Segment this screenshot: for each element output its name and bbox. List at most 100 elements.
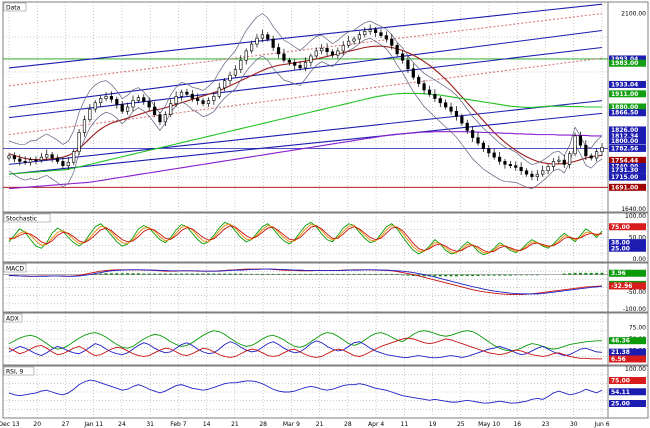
price-tag-label: 1933.04 [611,81,638,88]
series-line-stoch-green [8,221,603,256]
price-tag [609,173,646,181]
histogram-bar [374,273,378,275]
pane-title-box [3,213,51,223]
series-line-adx-green [8,330,602,352]
candle-body [449,106,453,112]
candle-body [573,135,577,155]
price-tag [609,137,646,145]
candle-body [514,165,518,168]
histogram-bar [363,273,367,275]
histogram-bar [142,273,146,275]
candle-body [109,96,114,100]
candle-body [406,59,410,70]
price-tag-label: 1826.00 [611,127,638,134]
price-tag-label: 1782.56 [611,145,638,152]
histogram-bar [454,274,458,277]
price-tag-label: 75.00 [611,224,630,231]
histogram-bar [314,273,318,275]
candle-body [255,37,259,45]
candle-body [492,152,496,158]
candle-body [206,100,211,104]
pane-title: Data [6,5,21,12]
candle-body [519,167,523,172]
series-line-ma-green [8,92,602,175]
candle-body [427,89,432,95]
candle-body [320,48,324,52]
price-tag-label: 38.00 [611,240,630,247]
candle-body [131,100,135,108]
candle-body [249,43,254,52]
candle-body [88,108,92,121]
pane-title: ADX [6,316,19,323]
price-tag-label: 1731.30 [611,167,638,174]
pane-title-box [3,313,23,323]
x-tick-label: 16 [513,421,521,428]
x-tick-label: Feb 7 [170,421,187,428]
histogram-bar [196,273,200,275]
price-tag [609,109,646,117]
histogram-bar [228,273,232,275]
series-line-rsi-blue [8,379,603,404]
candle-body [411,68,415,78]
candle-body [23,161,27,163]
axis-tick-label: 2100.00 [621,11,646,18]
histogram-bar [476,274,480,276]
candle-body [384,35,388,40]
axis-tick-label: 100.00 [625,366,646,373]
candle-body [50,154,54,159]
histogram-bar [535,274,539,276]
candle-body [136,97,140,101]
x-tick-label: Jan 11 [83,421,103,428]
price-tag [609,55,646,63]
candle-body [72,151,76,163]
histogram-bar [169,273,173,275]
candle-body [185,91,189,95]
candle-body [524,170,529,175]
candle-body [444,102,448,108]
candle-body [115,99,119,105]
candle-body [422,83,426,91]
pane-title-box [3,366,35,376]
price-tag [609,166,646,174]
x-tick-label: 31 [146,421,154,428]
trend-line-channel-top [8,3,603,69]
histogram-bar [190,273,194,275]
histogram-bar [600,272,604,275]
histogram-bar [206,273,210,275]
candle-body [228,74,232,81]
histogram-bar [401,274,405,276]
candle-body [487,148,491,154]
histogram-bar [126,273,130,275]
histogram-bar [481,274,485,276]
x-tick-label: Mar 9 [283,421,300,428]
candle-body [433,93,437,99]
candle-body [266,34,270,40]
candle-body [45,154,49,158]
trend-line-channel-mid [8,46,603,119]
histogram-bar [298,273,302,275]
price-tag-label: 75.00 [611,378,630,385]
histogram-bar [352,273,356,275]
price-tag-label: 1983.00 [611,60,638,67]
histogram-bar [217,273,221,275]
histogram-bar [244,273,248,275]
candle-body [568,153,572,165]
price-tag-label: 6.56 [611,356,626,363]
candle-body [66,161,70,166]
candle-body [551,161,556,167]
histogram-bar [293,273,297,275]
candle-body [400,53,405,61]
histogram-bar [465,274,469,276]
histogram-bar [282,273,286,275]
candle-body [460,116,464,124]
histogram-bar [390,273,394,275]
series-line-adx-blue [8,340,603,359]
x-tick-label: 21 [231,421,239,428]
x-tick-label: 19 [429,421,437,428]
candle-body [341,45,345,52]
trend-line-channel-bottom [8,112,603,175]
candle-body [476,137,480,144]
x-tick-label: 28 [259,421,267,428]
candle-body [152,106,157,115]
